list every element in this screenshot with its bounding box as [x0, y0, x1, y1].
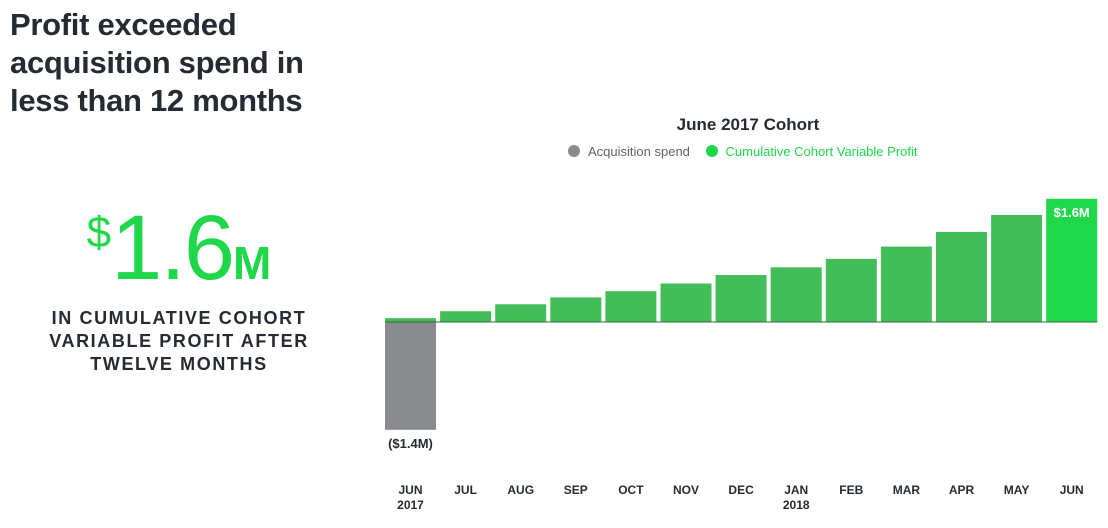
x-tick-year-label: 2017: [397, 498, 424, 512]
profit-bar: [880, 246, 932, 322]
legend-item-acquisition: Acquisition spend: [568, 144, 690, 159]
stat-caption-line-2: VARIABLE PROFIT AFTER: [49, 331, 309, 351]
x-tick-label: DEC: [728, 483, 754, 497]
profit-data-label: $1.6M: [1054, 205, 1090, 220]
x-tick-label: JUL: [454, 483, 477, 497]
legend-item-profit: Cumulative Cohort Variable Profit: [705, 144, 918, 159]
profit-bar: [825, 258, 877, 322]
x-tick-label: APR: [949, 483, 975, 497]
big-stat-unit: M: [233, 237, 272, 289]
x-tick-label: MAR: [893, 483, 921, 497]
chart-title: June 2017 Cohort: [676, 115, 820, 134]
profit-bar: [936, 231, 987, 322]
x-tick-year-label: 2018: [783, 498, 810, 512]
acquisition-bar: [385, 322, 436, 430]
stat-caption: IN CUMULATIVE COHORT VARIABLE PROFIT AFT…: [0, 307, 358, 376]
legend-dot-profit-icon: [705, 145, 718, 157]
x-tick-label: SEP: [564, 483, 588, 497]
x-tick-label: JUN: [1060, 483, 1084, 497]
profit-bar: [550, 297, 602, 322]
profit-bar: [991, 214, 1043, 322]
stat-caption-line-3: TWELVE MONTHS: [90, 354, 268, 374]
x-tick-label: JUN: [398, 483, 422, 497]
profit-bar: [660, 283, 712, 322]
legend-label-profit: Cumulative Cohort Variable Profit: [725, 144, 918, 159]
acquisition-data-label: ($1.4M): [388, 436, 433, 451]
big-stat-currency: $: [86, 208, 112, 257]
headline-line-3: less than 12 months: [10, 83, 303, 118]
x-tick-label: OCT: [618, 483, 644, 497]
x-tick-label: JAN: [784, 483, 808, 497]
profit-bar: [605, 291, 657, 322]
profit-bar: [770, 267, 822, 322]
headline: Profit exceeded acquisition spend in les…: [10, 6, 330, 120]
headline-line-2: acquisition spend in: [10, 45, 304, 80]
legend-dot-acquisition-icon: [568, 145, 580, 157]
chart-legend: Acquisition spend Cumulative Cohort Vari…: [568, 144, 929, 159]
headline-line-1: Profit exceeded: [10, 7, 237, 42]
profit-bar: [495, 304, 547, 322]
profit-bar: [440, 311, 492, 322]
x-tick-label: MAY: [1004, 483, 1030, 497]
profit-bar: [385, 318, 436, 322]
profit-bar: [715, 275, 767, 322]
x-tick-label: NOV: [673, 483, 699, 497]
x-tick-label: FEB: [839, 483, 863, 497]
legend-label-acquisition: Acquisition spend: [588, 144, 690, 159]
profit-bar: [1046, 198, 1098, 322]
x-tick-label: AUG: [507, 483, 534, 497]
big-stat: $1.6M: [0, 200, 358, 296]
stat-caption-line-1: IN CUMULATIVE COHORT: [51, 308, 307, 328]
big-stat-number: 1.6: [111, 197, 235, 299]
